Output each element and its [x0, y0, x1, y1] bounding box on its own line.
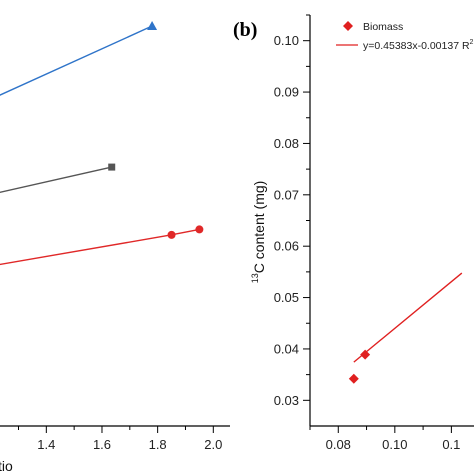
panel-b-label: (b) — [233, 19, 257, 41]
panel-a-x-tick-label: 2.0 — [204, 437, 222, 452]
panel-b-y-tick-label: 0.05 — [274, 290, 299, 305]
panel-a-series-point — [167, 230, 176, 239]
panel-a: 1.4 1.6 1.8 2.0 tio — [0, 21, 230, 474]
panel-b-y-tick-label: 0.09 — [274, 85, 299, 100]
panel-b-x-tick-label: 0.10 — [382, 437, 407, 452]
panel-a-series-line-1 — [0, 25, 153, 96]
panel-b-y-tick-label: 0.03 — [274, 393, 299, 408]
panel-a-series-point — [108, 163, 116, 171]
legend-fit-equation: y=0.45383x-0.00137 R — [363, 40, 470, 52]
panel-b-x-tick-label: 0.1 — [442, 437, 460, 452]
panel-b-y-ticks: 0.03 0.04 0.05 0.06 0.07 0.08 0.09 0.10 — [274, 14, 310, 408]
panel-a-series-point — [195, 225, 204, 234]
panel-b-x-ticks: 0.08 0.10 0.1 — [309, 426, 460, 452]
legend-fit-r2-superscript: 2 — [470, 39, 474, 46]
panel-b-y-tick-label: 0.04 — [274, 341, 299, 356]
panel-b: (b) 0.03 0.04 0.05 0.06 0.07 0.08 0.09 0.10 0.0… — [233, 14, 474, 452]
panel-b-fit-line — [353, 272, 463, 363]
panel-a-x-tick-label: 1.8 — [149, 437, 167, 452]
panel-b-plot — [348, 272, 463, 384]
panel-b-data-point — [360, 349, 371, 360]
panel-b-data-point — [348, 373, 359, 384]
panel-b-y-axis-title-superscript: 13 — [250, 273, 260, 283]
panel-b-legend: Biomass y=0.45383x-0.00137 R2 — [336, 21, 474, 52]
panel-b-x-tick-label: 0.08 — [326, 437, 351, 452]
panel-a-series-point — [147, 21, 158, 31]
panel-b-y-tick-label: 0.07 — [274, 187, 299, 202]
panel-a-x-tick-label: 1.4 — [37, 437, 55, 452]
panel-a-x-axis-title: tio — [0, 458, 13, 474]
panel-a-series — [0, 21, 204, 266]
panel-a-x-tick-label: 1.6 — [93, 437, 111, 452]
legend-fit-line-label: y=0.45383x-0.00137 R2 — [363, 39, 474, 52]
panel-a-x-ticks: 1.4 1.6 1.8 2.0 — [17, 426, 222, 452]
legend-biomass-marker — [343, 21, 353, 31]
panel-b-y-tick-label: 0.10 — [274, 33, 299, 48]
panel-a-series-line-2 — [0, 166, 112, 194]
panel-b-y-tick-label: 0.08 — [274, 136, 299, 151]
legend-biomass-label: Biomass — [363, 21, 403, 33]
panel-b-y-axis-title-text: C content (mg) — [251, 181, 267, 274]
panel-b-y-axis-title: 13C content (mg) — [250, 181, 267, 284]
panel-b-y-tick-label: 0.06 — [274, 239, 299, 254]
